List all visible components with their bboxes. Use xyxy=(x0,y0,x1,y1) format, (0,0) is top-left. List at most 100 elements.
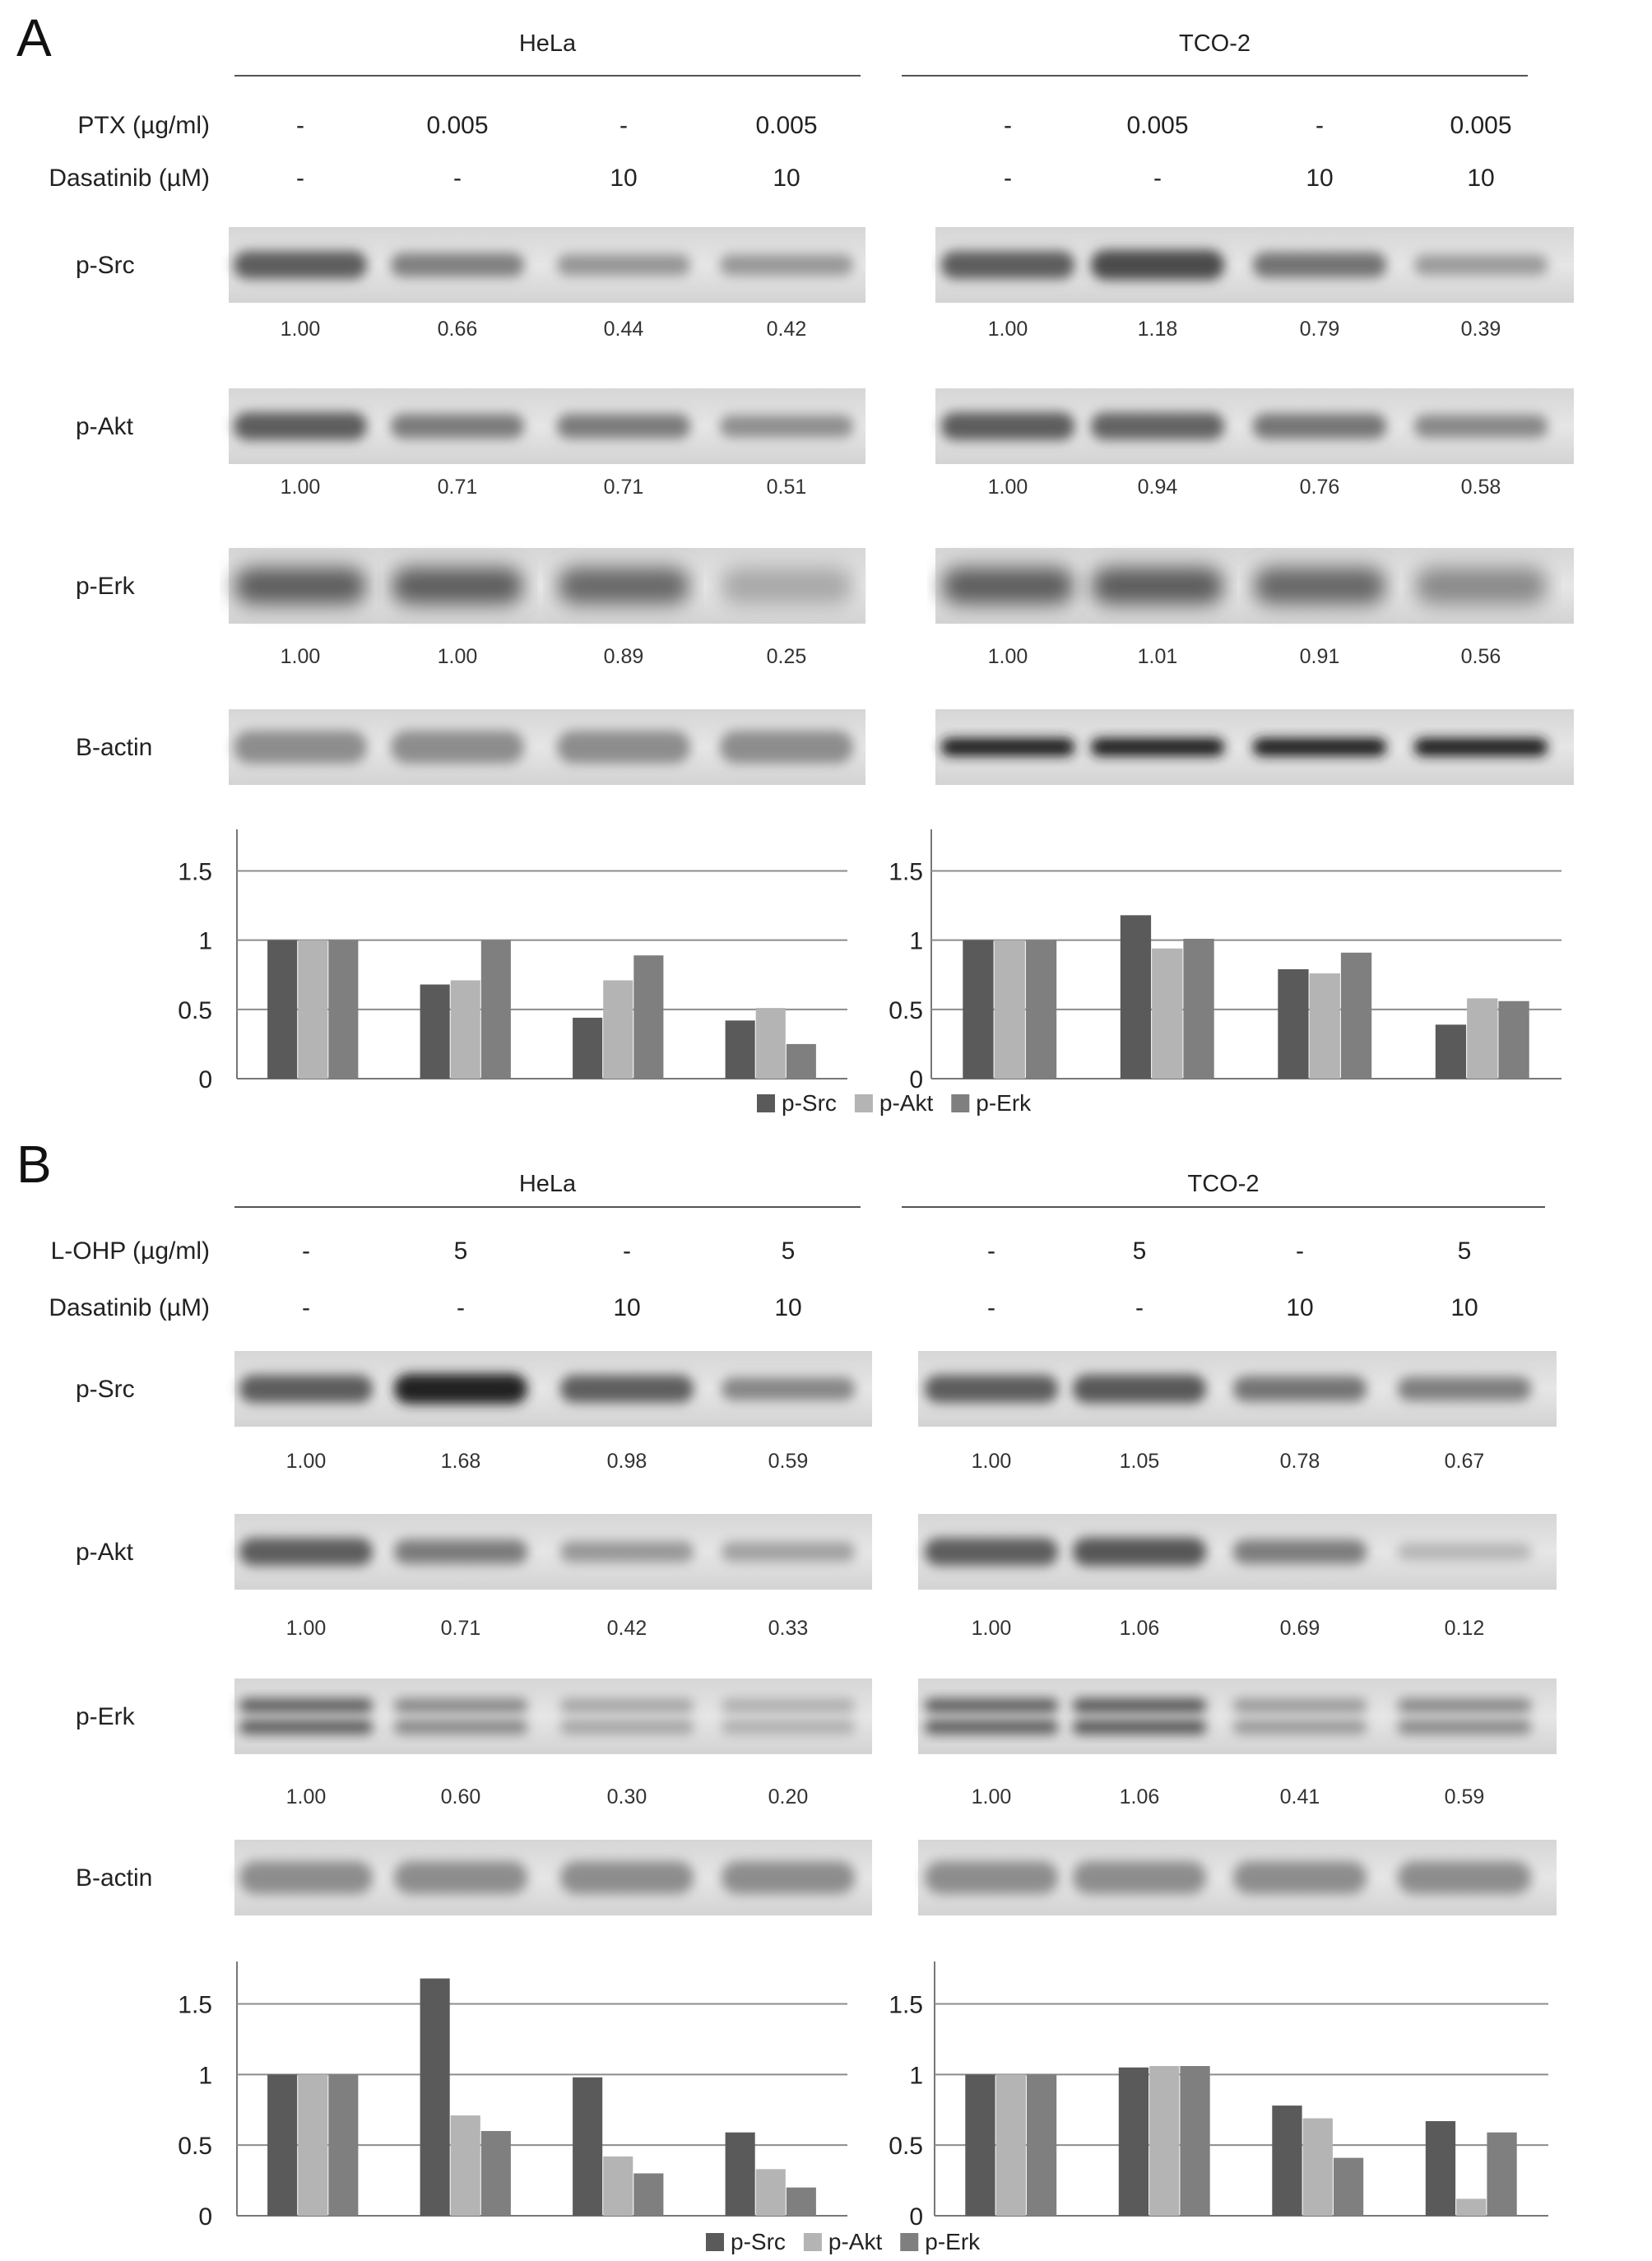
quant-value-p-src: 1.68 xyxy=(441,1450,481,1473)
blot-band xyxy=(721,1719,856,1734)
blot-band xyxy=(393,1539,528,1564)
y-tick-label: 1 xyxy=(909,2062,923,2089)
bar-p-erk xyxy=(1183,938,1214,1079)
bar-p-erk xyxy=(1180,2066,1210,2216)
quant-value-p-erk: 0.91 xyxy=(1300,645,1340,668)
blot-label-p-src: p-Src xyxy=(76,252,135,279)
blot-band xyxy=(556,253,691,276)
blot-band xyxy=(393,1719,528,1734)
bar-p-akt xyxy=(755,1008,786,1079)
drug-dose: - xyxy=(302,1237,310,1265)
blot-band xyxy=(719,254,854,276)
quant-value-p-src: 0.66 xyxy=(438,318,478,341)
quant-value-p-src: 1.18 xyxy=(1138,318,1178,341)
quant-value-p-erk: 1.00 xyxy=(988,645,1028,668)
quant-value-p-src: 1.00 xyxy=(988,318,1028,341)
dasatinib-dose: 10 xyxy=(1306,165,1333,192)
blot-band xyxy=(1252,738,1387,756)
bar-p-akt xyxy=(1456,2198,1487,2216)
cell-line-tco-2: TCO-2- 5-5- -10 101.00 1.05 0.78 0.671.00 1.06 0… xyxy=(889,1171,1557,2231)
bar-p-erk xyxy=(480,940,511,1079)
blot-band xyxy=(239,1538,374,1566)
dasatinib-dose: 10 xyxy=(1286,1294,1313,1321)
bar-p-akt xyxy=(1302,2118,1333,2216)
drug-dose: 0.005 xyxy=(1126,112,1188,139)
drug-label: PTX (µg/ml) xyxy=(77,112,210,139)
quant-value-p-erk: 1.06 xyxy=(1120,1785,1160,1808)
blot-band xyxy=(1232,1539,1367,1564)
drug-dose: - xyxy=(296,112,304,139)
dasatinib-dose: 10 xyxy=(774,1294,801,1321)
quant-value-p-akt: 0.94 xyxy=(1138,476,1178,499)
bar-p-erk xyxy=(328,2074,359,2216)
quant-value-p-erk: 1.00 xyxy=(286,1785,327,1808)
bar-p-src xyxy=(573,2077,603,2216)
blot-band xyxy=(390,731,525,764)
blot-band xyxy=(390,253,525,277)
bar-p-akt xyxy=(298,2074,328,2216)
cell-line-name: HeLa xyxy=(519,1171,577,1197)
bar-p-src xyxy=(725,2132,755,2216)
bar-p-src xyxy=(267,940,298,1079)
drug-dose: 0.005 xyxy=(755,112,817,139)
blot-band xyxy=(1413,414,1548,439)
bar-p-akt xyxy=(603,980,633,1079)
panel-a: A PTX (µg/ml) Dasatinib (µM) p-Src p-Akt p-Er… xyxy=(16,8,1574,1116)
bar-p-src xyxy=(1435,1024,1467,1079)
blot-band xyxy=(559,1375,694,1403)
blot-p-akt xyxy=(935,388,1574,464)
bar-p-src xyxy=(965,2074,995,2216)
blot-band xyxy=(1072,1698,1207,1714)
quant-value-p-src: 0.79 xyxy=(1300,318,1340,341)
quant-value-p-erk: 0.59 xyxy=(1445,1785,1485,1808)
y-tick-label: 0.5 xyxy=(178,997,212,1024)
drug-dose: 0.005 xyxy=(426,112,488,139)
dasatinib-dose: 10 xyxy=(1467,165,1494,192)
drug-dose: - xyxy=(1316,112,1324,139)
blot-band xyxy=(1397,1719,1532,1734)
y-tick-label: 1.5 xyxy=(889,859,923,886)
legend-swatch-p-akt xyxy=(803,2233,822,2251)
bar-p-src xyxy=(267,2074,298,2216)
y-tick-label: 0 xyxy=(909,1066,923,1093)
blot-label-p-src: p-Src xyxy=(76,1376,135,1403)
dasatinib-dose: - xyxy=(1004,165,1012,192)
blot-band xyxy=(940,738,1075,756)
blot-band xyxy=(721,1861,856,1894)
cell-line-name: HeLa xyxy=(519,30,577,57)
blot-band xyxy=(1090,738,1225,756)
panel-letter: B xyxy=(16,1135,52,1194)
blot-band xyxy=(1072,1374,1207,1404)
blot-label-p-erk: p-Erk xyxy=(76,573,136,600)
blot-band xyxy=(1072,1537,1207,1567)
blot-membrane xyxy=(234,1678,872,1754)
blot-p-akt xyxy=(918,1514,1557,1590)
legend-swatch-p-erk xyxy=(951,1094,970,1112)
blot-label-p-erk: p-Erk xyxy=(76,1703,136,1730)
bar-p-erk xyxy=(480,2131,511,2216)
drug-dose: - xyxy=(620,112,628,139)
bar-p-akt xyxy=(1467,998,1498,1079)
quant-value-p-erk: 1.00 xyxy=(438,645,478,668)
blot-band xyxy=(393,1861,528,1894)
panel-b: BL-OHP (µg/ml)Dasatinib (µM)p-Srcp-Aktp-… xyxy=(16,1135,1557,2254)
blot-band xyxy=(1232,1698,1367,1714)
blot-b-actin xyxy=(229,709,865,785)
cell-line-name: TCO-2 xyxy=(1188,1171,1260,1197)
cell-line-name: TCO-2 xyxy=(1179,30,1251,57)
y-tick-label: 0.5 xyxy=(889,2133,923,2160)
blot-band xyxy=(559,1698,694,1714)
blot-band xyxy=(1397,1861,1532,1894)
y-tick-label: 1.5 xyxy=(178,859,212,886)
blot-band xyxy=(1232,1376,1367,1402)
blot-band xyxy=(1072,1719,1207,1734)
y-tick-label: 0.5 xyxy=(178,2133,212,2160)
blot-p-erk xyxy=(935,548,1574,624)
quant-value-p-erk: 0.25 xyxy=(767,645,807,668)
bar-p-erk xyxy=(786,2187,816,2216)
y-tick-label: 1 xyxy=(909,928,923,955)
legend-swatch-p-src xyxy=(706,2233,724,2251)
blot-band xyxy=(1232,1719,1367,1734)
quant-value-p-erk: 0.89 xyxy=(604,645,644,668)
quant-value-p-src: 0.39 xyxy=(1461,318,1501,341)
